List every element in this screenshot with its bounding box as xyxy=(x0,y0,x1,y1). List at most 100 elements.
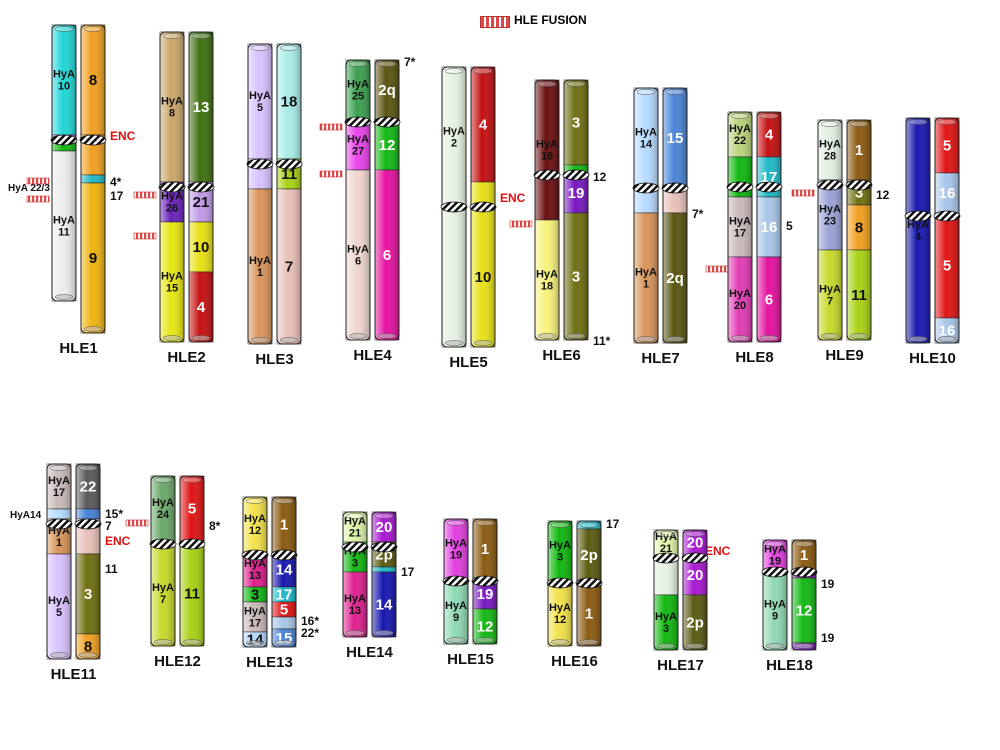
band-label: HyA xyxy=(907,219,929,231)
band-label: HyA xyxy=(53,69,75,81)
band-shade xyxy=(444,579,468,644)
centromere xyxy=(270,549,298,561)
band-label: 19 xyxy=(568,185,585,202)
band-shade xyxy=(52,143,76,151)
band-shade xyxy=(548,521,572,581)
band-label: HyA xyxy=(819,139,841,151)
band-label: 11 xyxy=(851,287,867,304)
chromatid-outline xyxy=(247,43,273,345)
band-shade xyxy=(346,120,370,170)
band-shade xyxy=(564,165,588,173)
band-label: 5 xyxy=(56,607,62,619)
centromere xyxy=(681,552,709,564)
hle-fusion-marker xyxy=(125,519,149,527)
band-label: 14 xyxy=(276,562,293,579)
centromere xyxy=(79,134,107,146)
side-label: 22* xyxy=(301,626,319,640)
side-label: 7* xyxy=(692,207,704,221)
band-shade xyxy=(248,44,272,159)
centromere xyxy=(344,116,372,128)
chromatid-hle: 89 xyxy=(79,24,107,334)
chromatid-outline xyxy=(46,463,72,660)
band-label: 2p xyxy=(686,615,704,632)
band-label: HyA xyxy=(53,215,75,227)
band-shade xyxy=(375,170,399,340)
telomere-cap xyxy=(49,652,69,658)
chromatid-outline xyxy=(727,111,753,343)
band-label: 16 xyxy=(939,323,956,340)
band-label: HyA xyxy=(549,540,571,552)
enc-label: ENC xyxy=(110,129,136,143)
band-label: 6 xyxy=(383,247,391,264)
telomere-cap xyxy=(374,513,394,519)
telomere-cap xyxy=(759,335,779,341)
band-shade xyxy=(52,25,76,135)
band-label: 2q xyxy=(378,82,396,99)
band-label: 3 xyxy=(84,586,92,603)
band-shade xyxy=(757,112,781,157)
centromere xyxy=(761,566,789,578)
hle-fusion-marker xyxy=(319,170,343,178)
band-shade xyxy=(372,512,396,542)
chromosome-hle9: HLE9 12 xyxy=(791,188,890,364)
telomere-cap xyxy=(550,522,570,528)
chromatid-outline xyxy=(653,529,679,651)
band-shade xyxy=(847,205,871,250)
band-label: 3 xyxy=(557,552,563,564)
side-label: 17 xyxy=(606,517,620,531)
enc-label: ENC xyxy=(500,191,526,205)
chromatid-outline xyxy=(633,87,659,344)
band-shade xyxy=(471,207,495,347)
chromosome-name: HLE11 xyxy=(51,666,97,683)
band-shade xyxy=(548,581,572,646)
band-label: 12 xyxy=(796,603,813,620)
band-shade xyxy=(277,44,301,159)
telomere-cap xyxy=(475,520,495,526)
band-label: HyA xyxy=(536,269,558,281)
band-shade xyxy=(272,602,296,617)
chromosome-name: HLE18 xyxy=(766,657,813,674)
telomere-cap xyxy=(765,643,785,649)
band-label: 17 xyxy=(53,487,65,499)
telomere-cap xyxy=(685,643,705,649)
chromatid-outline xyxy=(846,119,872,341)
chromosome-hle10: HLE10 xyxy=(909,350,956,367)
centromere xyxy=(246,158,274,170)
band-label: 15 xyxy=(667,130,684,147)
band-label: HyA xyxy=(729,216,751,228)
chromatid-outline xyxy=(242,496,268,648)
chromosome-name: HLE14 xyxy=(346,644,393,661)
hle-fusion-marker xyxy=(319,123,343,131)
hle-fusion-legend-label: HLE FUSION xyxy=(514,13,587,27)
band-label: 21 xyxy=(349,528,361,540)
band-shade xyxy=(189,32,213,182)
band-label: 3 xyxy=(855,185,863,202)
telomere-cap xyxy=(348,61,368,67)
band-shade xyxy=(757,257,781,342)
telomere-cap xyxy=(245,498,265,504)
telomere-cap xyxy=(656,531,676,537)
band-label: 12 xyxy=(554,614,566,626)
band-shade xyxy=(847,120,871,180)
telomere-cap xyxy=(446,637,466,643)
band-shade xyxy=(343,572,367,637)
chromatid-outline xyxy=(934,117,960,344)
band-label: 2q xyxy=(666,270,684,287)
band-label: 24 xyxy=(157,509,170,521)
band-label: 17 xyxy=(276,587,293,604)
band-label: 13 xyxy=(193,99,210,116)
band-shade xyxy=(277,189,301,344)
band-label: HyA xyxy=(635,127,657,139)
side-label: 5 xyxy=(786,219,793,233)
chromatid-outline xyxy=(150,475,176,647)
band-label: 10 xyxy=(475,269,492,286)
band-label: HyA xyxy=(764,544,786,556)
band-label: HyA xyxy=(819,204,841,216)
centromere xyxy=(442,575,470,587)
telomere-cap xyxy=(849,333,869,339)
centromere xyxy=(904,210,932,222)
